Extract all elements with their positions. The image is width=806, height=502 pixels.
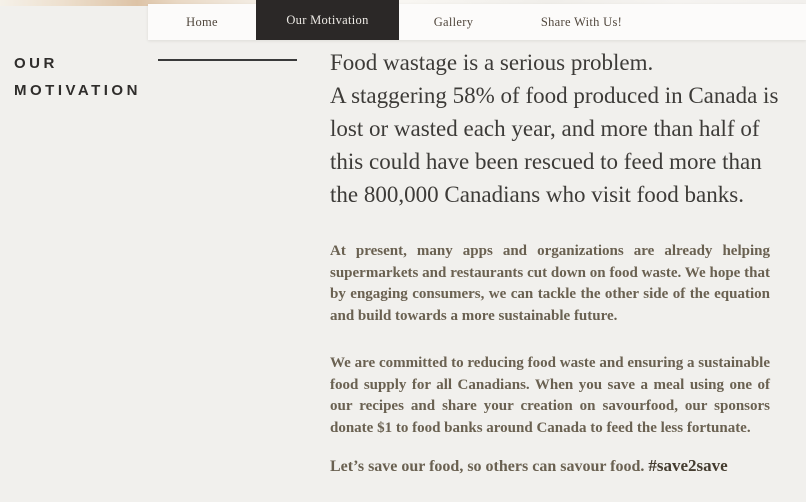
main-content: Food wastage is a serious problem. A sta… <box>330 46 779 476</box>
headline-line: lost or wasted each year, and more than … <box>330 116 760 141</box>
top-navigation: Home Our Motivation Gallery Share With U… <box>148 0 806 40</box>
header-photo-strip <box>0 0 806 6</box>
section-title-line-2: MOTIVATION <box>14 82 141 99</box>
section-title-line-1: OUR <box>14 55 58 72</box>
headline-line: the 800,000 Canadians who visit food ban… <box>330 182 744 207</box>
closing-text: Let’s save our food, so others can savou… <box>330 458 649 475</box>
headline: Food wastage is a serious problem. A sta… <box>330 46 779 211</box>
tab-our-motivation[interactable]: Our Motivation <box>256 0 399 40</box>
closing-line: Let’s save our food, so others can savou… <box>330 456 772 476</box>
headline-line: A staggering 58% of food produced in Can… <box>330 83 779 108</box>
headline-line: Food wastage is a serious problem. <box>330 50 654 75</box>
paragraph-commitment: We are committed to reducing food waste … <box>330 355 770 436</box>
section-title: OUR MOTIVATION <box>14 50 141 104</box>
headline-line: this could have been rescued to feed mor… <box>330 149 762 174</box>
tab-home[interactable]: Home <box>186 14 218 29</box>
tab-gallery[interactable]: Gallery <box>433 14 474 29</box>
paragraph-current-efforts: At present, many apps and organizations … <box>330 243 770 324</box>
tab-share-with-us[interactable]: Share With Us! <box>540 14 623 29</box>
closing-hashtag: #save2save <box>648 456 728 475</box>
title-divider-line <box>158 59 297 61</box>
